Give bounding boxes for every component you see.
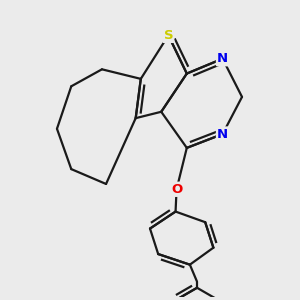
Text: N: N [217,52,228,65]
Text: N: N [217,128,228,141]
Text: O: O [171,183,182,196]
Text: S: S [164,29,173,42]
